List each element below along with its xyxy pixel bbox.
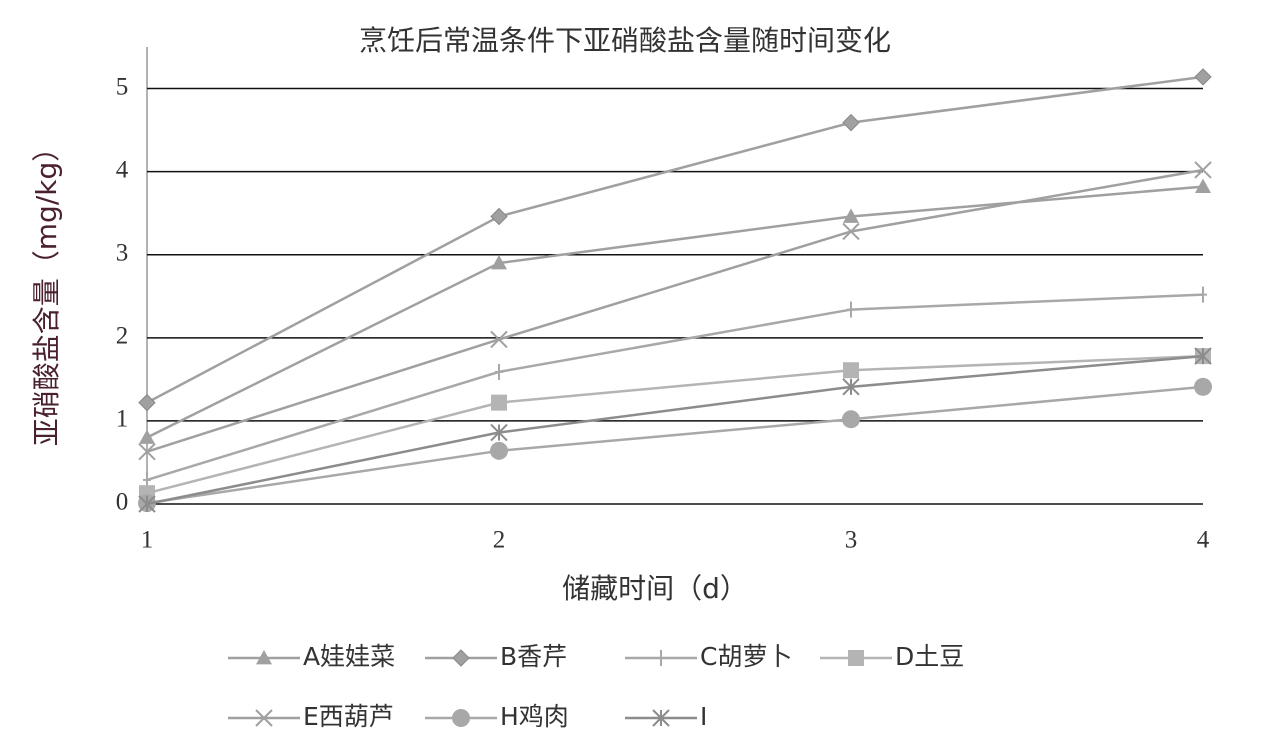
marker <box>843 208 859 223</box>
y-tick-label: 3 <box>116 239 129 266</box>
marker <box>256 650 272 665</box>
marker <box>490 207 508 226</box>
x-tick-label: 4 <box>1197 527 1210 554</box>
marker <box>1195 178 1211 193</box>
series-line <box>146 354 1204 506</box>
marker-shape <box>1194 377 1212 396</box>
marker-shape <box>452 709 470 727</box>
legend-label: A娃娃菜 <box>303 642 395 671</box>
marker <box>1194 347 1212 365</box>
marker <box>491 255 507 270</box>
marker-part <box>1194 161 1212 179</box>
marker-shape <box>1194 68 1212 86</box>
marker-shape <box>490 207 508 226</box>
marker <box>490 330 508 349</box>
y-tick-label: 5 <box>116 73 129 100</box>
marker <box>842 378 860 396</box>
y-axis-label: 亚硝酸盐含量（mg/kg） <box>30 134 63 446</box>
y-tick-label: 2 <box>116 323 129 350</box>
marker-shape <box>256 650 272 665</box>
marker-shape <box>1195 178 1211 193</box>
marker <box>138 393 156 412</box>
marker <box>138 442 156 461</box>
x-tick-label: 3 <box>845 527 858 554</box>
x-tick-label: 2 <box>493 527 506 554</box>
marker <box>1194 161 1212 179</box>
legend-label: E西葫芦 <box>303 702 394 731</box>
marker-shape <box>848 650 864 666</box>
marker <box>842 222 860 241</box>
marker <box>1194 68 1212 86</box>
marker <box>491 394 507 411</box>
marker <box>842 410 860 429</box>
marker <box>1194 377 1212 396</box>
marker-shape <box>843 362 859 379</box>
marker-shape <box>490 441 508 460</box>
legend-label: D土豆 <box>895 642 964 671</box>
marker-part <box>490 330 508 349</box>
marker-shape <box>138 393 156 412</box>
marker <box>1199 286 1207 303</box>
marker <box>452 709 470 727</box>
marker <box>138 495 156 513</box>
y-tick-label: 1 <box>116 406 129 433</box>
marker <box>847 301 855 318</box>
series-line <box>146 354 1204 495</box>
x-tick-label: 1 <box>141 527 154 554</box>
marker-shape <box>843 208 859 223</box>
y-tick-label: 4 <box>116 156 129 183</box>
marker-part <box>138 442 156 461</box>
marker-shape <box>491 255 507 270</box>
marker-shape <box>842 113 860 132</box>
marker <box>490 423 508 442</box>
series-line <box>146 168 1204 453</box>
y-tick-label: 0 <box>116 489 129 516</box>
chart-title: 烹饪后常温条件下亚硝酸盐含量随时间变化 <box>359 24 891 57</box>
legend-label: C胡萝卜 <box>700 642 792 671</box>
series-line <box>146 385 1204 505</box>
marker-shape <box>491 394 507 411</box>
series-line <box>146 75 1204 404</box>
marker-part <box>842 222 860 241</box>
marker <box>843 362 859 379</box>
marker <box>139 429 155 444</box>
marker-shape <box>139 429 155 444</box>
series-line <box>146 293 1204 482</box>
marker <box>848 650 864 666</box>
marker <box>490 441 508 460</box>
x-axis-label: 储藏时间（d） <box>562 572 748 605</box>
marker-shape <box>452 649 470 667</box>
marker-shape <box>842 410 860 429</box>
marker <box>652 709 670 727</box>
marker <box>495 363 503 380</box>
legend-label: H鸡肉 <box>500 702 569 731</box>
marker <box>452 649 470 667</box>
marker <box>657 650 665 666</box>
marker <box>842 113 860 132</box>
marker-part <box>255 709 273 727</box>
legend-label: B香芹 <box>500 642 567 671</box>
marker <box>255 709 273 727</box>
legend-label: I <box>700 702 707 731</box>
